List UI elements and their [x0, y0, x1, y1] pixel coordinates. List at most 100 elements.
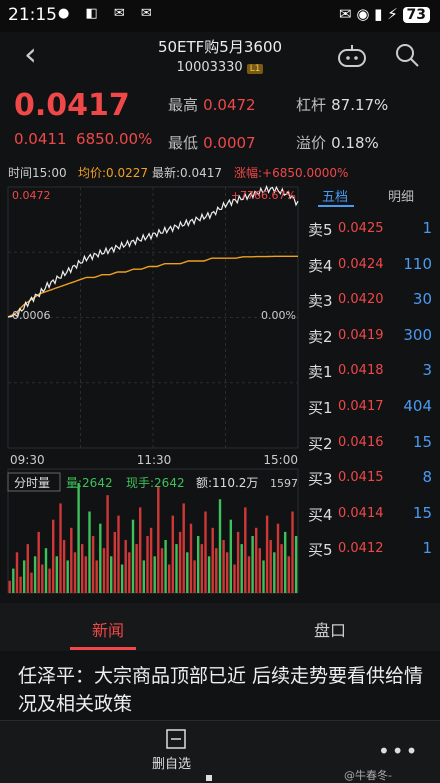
info-rise: 涨幅:+6850.0000% [234, 166, 349, 180]
delete-watchlist-button[interactable]: 删自选 [152, 729, 196, 772]
order-qty: 1 [422, 219, 432, 237]
high-value: 0.0472 [203, 96, 256, 114]
order-qty: 300 [403, 325, 432, 344]
tab-details[interactable]: 明细 [388, 190, 415, 205]
info-avg: 均价:0.0227 [78, 166, 149, 180]
volume-bar [135, 544, 138, 593]
leverage-label: 杠杆 [296, 96, 327, 114]
volume-bar [15, 552, 19, 593]
search-icon[interactable] [394, 42, 420, 68]
order-price: 0.0420 [338, 292, 384, 308]
volume-bar [139, 507, 142, 593]
order-qty: 110 [403, 254, 432, 273]
volume-bar [211, 527, 214, 593]
news-headline[interactable]: 任泽平：大宗商品顶部已近 后续走势要看供给情况及相关政策 [18, 665, 424, 715]
page-indicator [206, 775, 212, 781]
volume-bar [59, 503, 62, 593]
volume-bar [207, 556, 211, 593]
volume-bar [178, 531, 182, 593]
volume-bar [197, 536, 200, 593]
order-qty: 30 [412, 290, 432, 309]
order-qty: 15 [412, 432, 432, 451]
volume-bar [77, 483, 80, 593]
volume-bar [255, 527, 258, 593]
volume-bar [168, 564, 171, 593]
volume-bar [84, 556, 87, 593]
chart-info-bar: 时间15:00 均价:0.0227 最新:0.0417 涨幅:+6850.000… [0, 160, 440, 182]
order-book-tabs: 五档 明细 [304, 183, 440, 209]
order-qty: 404 [403, 397, 432, 415]
cur-label: 现手:2642 [126, 476, 185, 490]
tab-handicap[interactable]: 盘口 [314, 621, 347, 640]
volume-bar [12, 568, 15, 593]
volume-bar [200, 544, 203, 593]
tab-five-levels[interactable]: 五档 [322, 190, 349, 205]
order-qty: 3 [422, 361, 432, 380]
volume-bar [117, 515, 120, 593]
volume-bar [95, 560, 98, 593]
volume-bar [26, 544, 29, 593]
y-max-pct-label: +7766.67% [231, 189, 296, 202]
volume-bar [44, 548, 48, 593]
order-price: 0.0418 [338, 363, 384, 379]
volume-bar [106, 495, 109, 593]
zero-pct-label: 0.00% [261, 309, 296, 322]
more-icon[interactable]: ••• [378, 739, 420, 763]
volume-bar [240, 544, 243, 593]
intraday-chart[interactable]: 0.0472 +7766.67% 0.0006 0.00% 09:30 11:3… [0, 183, 304, 603]
volume-bar [99, 523, 102, 593]
order-book-row: 卖5 0.0425 1 [304, 213, 440, 247]
volume-bar [8, 580, 11, 593]
volume-bar [146, 536, 149, 593]
robot-icon[interactable] [336, 42, 368, 68]
order-level: 买5 [308, 541, 333, 560]
premium-value: 0.18% [331, 134, 379, 152]
back-icon[interactable]: ‹ [24, 35, 37, 73]
battery-icon: 73 [402, 7, 430, 23]
order-qty: 1 [422, 539, 432, 558]
order-book-row: 买1 0.0417 404 [304, 391, 440, 425]
level-badge: L1 [246, 64, 264, 74]
order-book-row: 卖3 0.0420 30 [304, 284, 440, 318]
volume-bar [23, 560, 26, 593]
change-value: 0.0411 [14, 130, 67, 148]
volume-bar [142, 560, 145, 593]
chart-area: 0.0472 +7766.67% 0.0006 0.00% 09:30 11:3… [0, 183, 440, 603]
order-price: 0.0417 [338, 399, 384, 414]
volume-bar [251, 536, 254, 593]
tab-bar: 新闻 盘口 [0, 603, 440, 651]
volume-bar [33, 556, 37, 593]
volume-tab[interactable] [7, 472, 61, 492]
order-price: 0.0414 [338, 505, 384, 521]
volume-bar [280, 544, 283, 593]
order-level: 买4 [308, 505, 333, 524]
price-line [7, 184, 299, 318]
leverage-row: 杠杆 87.17% [296, 94, 388, 115]
volume-bar [88, 511, 91, 593]
volume-bar [193, 560, 196, 593]
volume-bar [182, 503, 185, 593]
volume-bar [222, 540, 225, 593]
order-price: 0.0424 [338, 256, 384, 272]
low-value: 0.0007 [203, 134, 256, 152]
vol-label: 量:2642 [66, 476, 113, 490]
y-max-label: 0.0472 [12, 189, 51, 202]
volume-bar [236, 531, 240, 593]
volume-bar [73, 552, 77, 593]
page-title: 50ETF购5月3600 [157, 38, 283, 56]
tab-news[interactable]: 新闻 [92, 621, 125, 640]
high-row: 最高 0.0472 [168, 94, 256, 115]
order-qty: 8 [422, 468, 432, 487]
quote-panel: 0.0417 0.0411 6850.00% 最高 0.0472 最低 0.00… [0, 84, 440, 156]
code-text: 10003330 [176, 60, 243, 75]
volume-bar [48, 568, 51, 593]
order-level: 卖1 [308, 363, 333, 382]
x-tick-1500: 15:00 [263, 453, 298, 467]
volume-bar [258, 548, 261, 593]
volume-bar [247, 556, 251, 593]
order-level: 买3 [308, 470, 333, 489]
volume-bar [66, 560, 69, 593]
volume-bar [120, 564, 124, 593]
volume-bar [175, 544, 178, 593]
volume-bar [55, 556, 58, 593]
